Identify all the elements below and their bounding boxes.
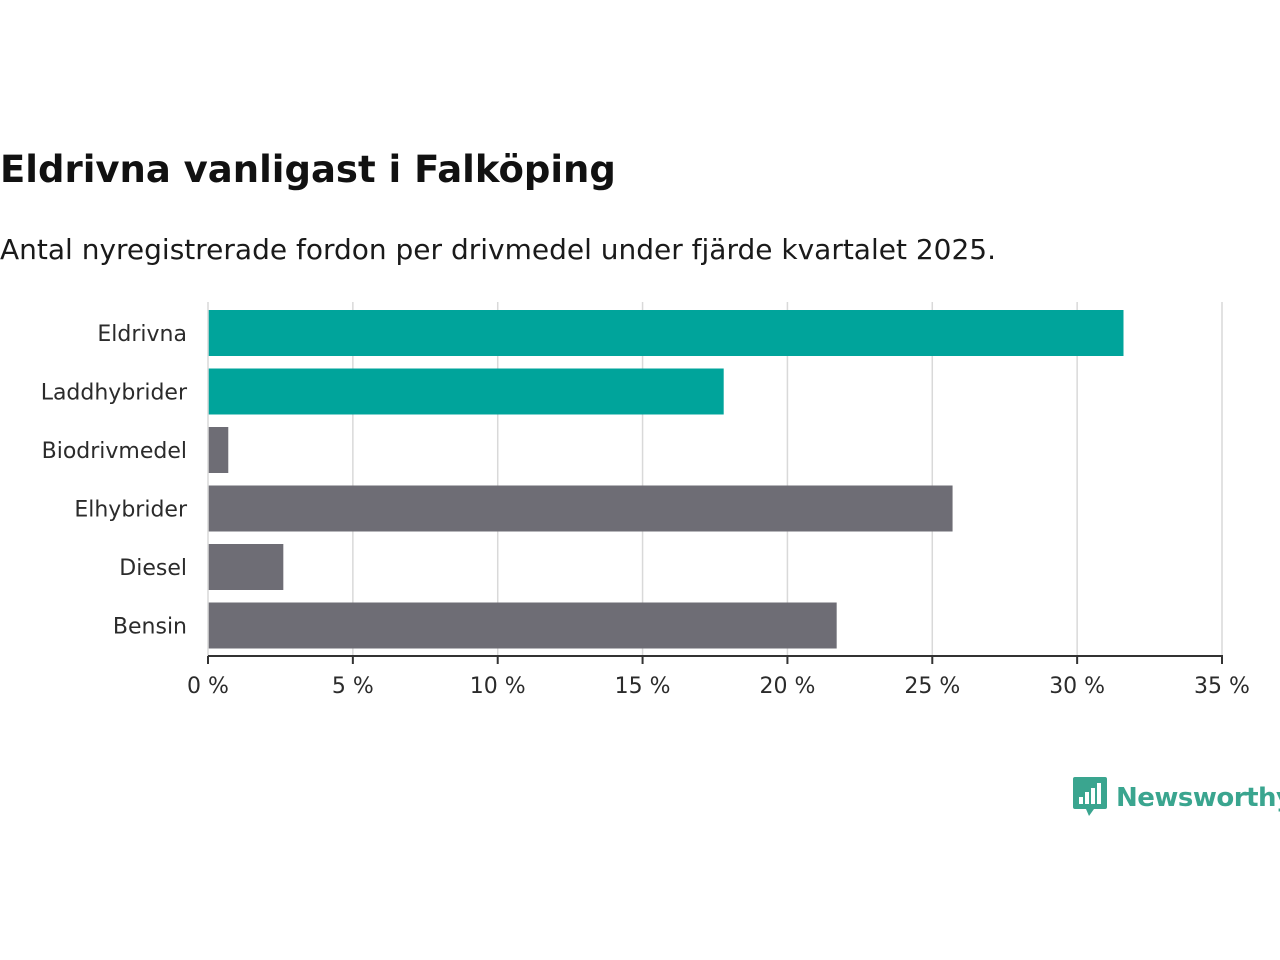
chart-title: Eldrivna vanligast i Falköping — [0, 148, 616, 191]
bar-bensin — [208, 602, 837, 649]
bar-chart-speech-bubble-icon — [1072, 775, 1108, 821]
x-tick-label: 20 % — [759, 674, 815, 699]
x-tick-label: 25 % — [904, 674, 960, 699]
category-label: Laddhybrider — [41, 381, 188, 406]
x-tick-label: 5 % — [332, 674, 374, 699]
category-label: Biodrivmedel — [42, 439, 187, 464]
bar-elhybrider — [208, 485, 953, 532]
bar-biodrivmedel — [208, 427, 229, 473]
brand-logo: Newsworthy — [1072, 775, 1280, 821]
x-tick-label: 15 % — [615, 674, 671, 699]
bar-diesel — [208, 544, 284, 590]
x-tick-label: 0 % — [187, 674, 229, 699]
chart-subtitle: Antal nyregistrerade fordon per drivmede… — [0, 233, 997, 266]
x-tick-label: 35 % — [1194, 674, 1250, 699]
category-label: Bensin — [113, 615, 187, 640]
x-axis: 0 % 5 % 10 % 15 % 20 % 25 % 30 % 35 % — [187, 302, 1250, 699]
bars — [208, 310, 1124, 649]
category-labels: Eldrivna Laddhybrider Biodrivmedel Elhybrid… — [41, 322, 188, 640]
bar-eldrivna — [208, 310, 1124, 356]
brand-name: Newsworthy — [1116, 783, 1280, 813]
x-tick-label: 30 % — [1049, 674, 1105, 699]
category-label: Diesel — [119, 556, 187, 581]
bar-laddhybrider — [208, 368, 724, 415]
category-label: Eldrivna — [97, 322, 187, 347]
grid-lines — [352, 302, 1223, 656]
category-label: Elhybrider — [74, 498, 188, 523]
x-tick-label: 10 % — [470, 674, 526, 699]
